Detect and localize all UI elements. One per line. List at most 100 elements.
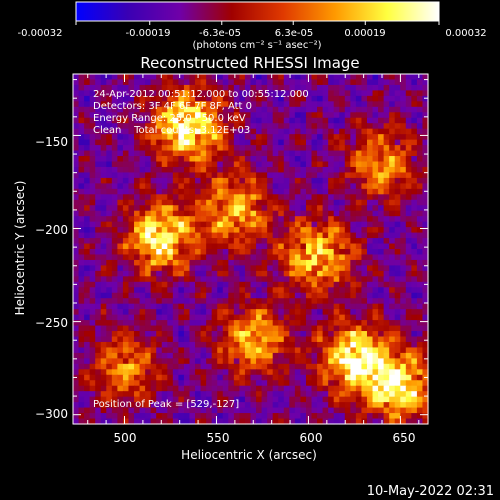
heatmap-cell	[161, 341, 168, 349]
heatmap-cell	[122, 352, 130, 359]
heatmap-cell	[366, 183, 374, 190]
heatmap-cell	[111, 227, 118, 234]
heatmap-cell	[156, 281, 163, 288]
heatmap-cell	[294, 298, 302, 305]
heatmap-cell	[89, 166, 96, 174]
heatmap-cell	[366, 188, 374, 195]
heatmap-cell	[189, 298, 196, 305]
heatmap-cell	[167, 363, 174, 370]
heatmap-cell	[416, 270, 424, 277]
heatmap-cell	[239, 227, 246, 234]
heatmap-cell	[422, 172, 429, 179]
heatmap-cell	[228, 112, 235, 119]
heatmap-cell	[95, 145, 102, 152]
heatmap-cell	[222, 391, 229, 398]
heatmap-cell	[383, 156, 390, 163]
heatmap-cell	[389, 134, 396, 141]
heatmap-cell	[111, 281, 118, 288]
heatmap-cell	[145, 79, 152, 86]
heatmap-cell	[211, 254, 218, 261]
heatmap-cell	[317, 166, 324, 174]
heatmap-cell	[394, 183, 401, 190]
heatmap-cell	[228, 396, 235, 403]
heatmap-cell	[311, 320, 318, 327]
heatmap-cell	[405, 249, 412, 256]
heatmap-cell	[244, 369, 252, 376]
heatmap-cell	[78, 227, 85, 234]
heatmap-cell	[361, 407, 368, 414]
heatmap-cell	[261, 314, 268, 321]
heatmap-cell	[339, 249, 346, 256]
heatmap-cell	[383, 418, 390, 425]
heatmap-cell	[372, 402, 379, 409]
heatmap-cell	[89, 396, 96, 403]
heatmap-cell	[378, 259, 385, 267]
heatmap-cell	[84, 232, 91, 239]
heatmap-cell	[355, 380, 363, 387]
heatmap-cell	[305, 391, 313, 398]
heatmap-cell	[311, 172, 318, 179]
heatmap-cell	[389, 243, 396, 250]
heatmap-cell	[200, 172, 207, 179]
heatmap-cell	[355, 413, 363, 420]
heatmap-cell	[167, 413, 174, 420]
heatmap-cell	[217, 134, 224, 141]
heatmap-cell	[339, 183, 346, 190]
heatmap-cell	[206, 74, 213, 81]
heatmap-cell	[250, 238, 257, 245]
heatmap-cell	[416, 205, 424, 212]
heatmap-cell	[311, 216, 318, 223]
heatmap-cell	[195, 259, 202, 267]
heatmap-cell	[89, 101, 96, 108]
heatmap-cell	[250, 249, 257, 256]
heatmap-cell	[305, 145, 313, 152]
heatmap-cell	[122, 161, 130, 168]
heatmap-cell	[339, 363, 346, 370]
heatmap-cell	[239, 232, 246, 239]
heatmap-cell	[283, 232, 290, 239]
heatmap-cell	[383, 249, 390, 256]
heatmap-cell	[89, 199, 96, 206]
heatmap-cell	[422, 194, 429, 201]
heatmap-cell	[189, 292, 196, 299]
heatmap-cell	[200, 341, 207, 349]
heatmap-cell	[361, 74, 368, 81]
heatmap-cell	[317, 238, 324, 245]
heatmap-cell	[267, 331, 274, 338]
heatmap-cell	[239, 238, 246, 245]
heatmap-cell	[355, 112, 363, 119]
heatmap-cell	[189, 413, 196, 420]
heatmap-cell	[250, 90, 257, 97]
heatmap-cell	[183, 90, 191, 97]
heatmap-cell	[372, 166, 379, 174]
heatmap-cell	[122, 106, 130, 113]
heatmap-cell	[128, 194, 135, 201]
heatmap-cell	[244, 243, 252, 250]
heatmap-cell	[111, 363, 118, 370]
heatmap-cell	[267, 227, 274, 234]
heatmap-cell	[256, 402, 263, 409]
heatmap-cell	[250, 188, 257, 195]
heatmap-cell	[350, 413, 357, 420]
heatmap-cell	[344, 358, 351, 365]
heatmap-cell	[189, 380, 196, 387]
heatmap-cell	[111, 238, 118, 245]
heatmap-cell	[167, 298, 174, 305]
heatmap-cell	[200, 232, 207, 239]
heatmap-cell	[200, 281, 207, 288]
heatmap-cell	[278, 287, 285, 294]
heatmap-cell	[183, 128, 191, 135]
heatmap-cell	[89, 172, 96, 179]
heatmap-cell	[294, 227, 302, 234]
heatmap-cell	[84, 150, 91, 157]
heatmap-cell	[156, 205, 163, 212]
heatmap-cell	[366, 95, 374, 102]
heatmap-cell	[167, 74, 174, 81]
heatmap-cell	[267, 402, 274, 409]
heatmap-cell	[78, 134, 85, 141]
heatmap-cell	[217, 161, 224, 168]
heatmap-cell	[117, 74, 124, 81]
heatmap-cell	[272, 205, 279, 212]
heatmap-cell	[233, 117, 241, 124]
heatmap-cell	[189, 156, 196, 163]
